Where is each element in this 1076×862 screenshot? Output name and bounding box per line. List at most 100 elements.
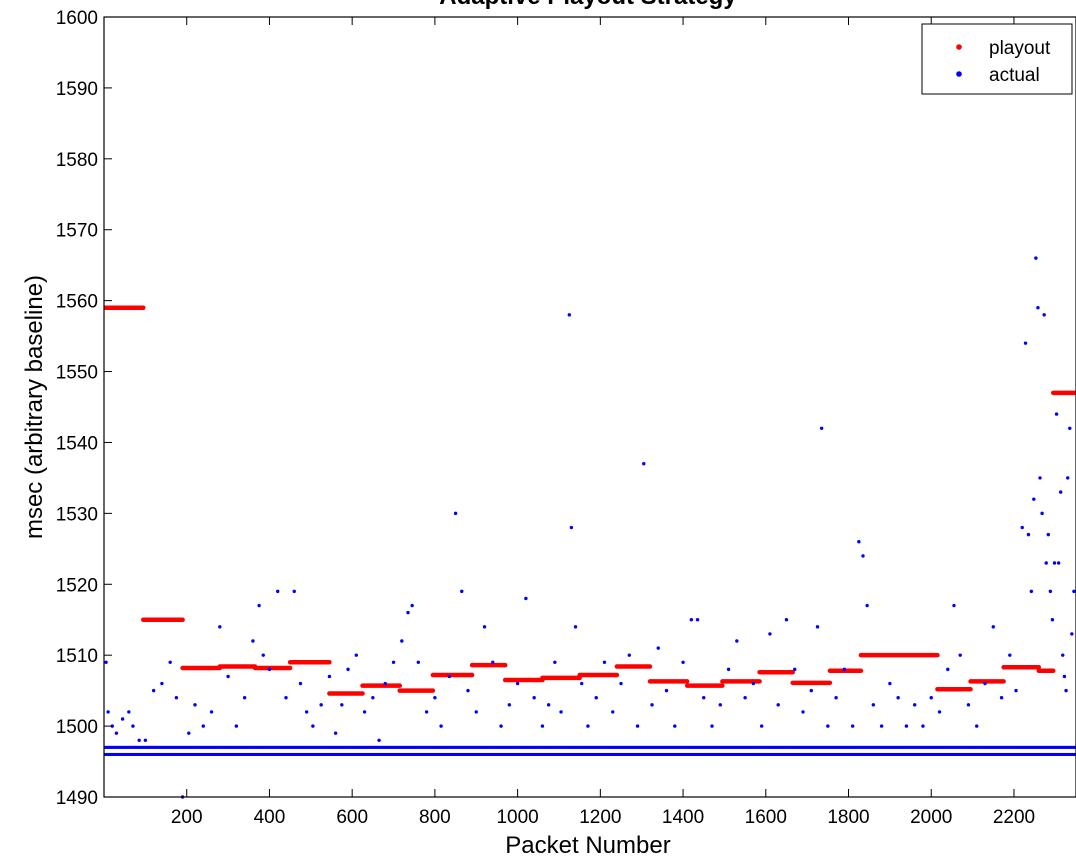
actual-point bbox=[439, 724, 443, 728]
x-tick-label: 600 bbox=[336, 807, 368, 828]
actual-point bbox=[143, 738, 148, 742]
y-tick-label: 1510 bbox=[56, 646, 98, 667]
actual-point bbox=[759, 724, 764, 728]
actual-point bbox=[499, 724, 503, 728]
actual-point bbox=[1072, 589, 1076, 594]
actual-point bbox=[354, 653, 359, 657]
y-tick-label: 1540 bbox=[56, 433, 98, 454]
actual-point bbox=[946, 667, 950, 672]
actual-point bbox=[912, 703, 917, 707]
actual-point bbox=[292, 589, 296, 594]
y-tick-label: 1580 bbox=[56, 150, 98, 171]
actual-point bbox=[1056, 561, 1061, 565]
actual-point bbox=[702, 696, 706, 700]
legend-label-actual: actual bbox=[989, 65, 1040, 86]
actual-point bbox=[383, 681, 387, 686]
actual-point bbox=[460, 589, 464, 594]
actual-point bbox=[114, 731, 119, 735]
actual-point bbox=[515, 681, 520, 686]
actual-point bbox=[406, 610, 410, 615]
actual-point bbox=[650, 703, 654, 707]
actual-point bbox=[1042, 313, 1046, 317]
actual-point bbox=[573, 625, 578, 629]
actual-point bbox=[1032, 497, 1036, 501]
actual-point bbox=[491, 660, 495, 664]
actual-point bbox=[1020, 525, 1024, 530]
actual-point bbox=[1023, 341, 1028, 345]
actual-point bbox=[586, 724, 590, 728]
actual-point bbox=[540, 724, 545, 728]
actual-point bbox=[1050, 618, 1055, 622]
actual-point bbox=[793, 667, 797, 672]
actual-point bbox=[991, 625, 995, 629]
actual-point bbox=[346, 667, 350, 672]
playout-series bbox=[104, 305, 1076, 696]
actual-point bbox=[234, 724, 239, 728]
x-axis: 200 400 600 800 1000 1200 1400 1600 1800 2000 2200 bbox=[171, 17, 1035, 828]
actual-point bbox=[635, 724, 640, 728]
actual-point bbox=[174, 696, 179, 700]
actual-point bbox=[391, 660, 396, 664]
y-tick-label: 1590 bbox=[56, 79, 98, 100]
y-tick-label: 1600 bbox=[56, 8, 98, 29]
actual-point bbox=[131, 724, 135, 728]
actual-point bbox=[416, 660, 421, 664]
actual-point bbox=[226, 674, 230, 679]
actual-point bbox=[1054, 412, 1059, 416]
actual-point bbox=[809, 688, 813, 693]
actual-point bbox=[743, 696, 747, 700]
actual-point bbox=[261, 653, 265, 657]
actual-point bbox=[137, 738, 141, 742]
actual-point bbox=[1046, 532, 1050, 537]
actual-point bbox=[958, 653, 962, 657]
actual-point bbox=[888, 681, 892, 686]
actual-point bbox=[524, 596, 528, 601]
actual-point bbox=[340, 703, 344, 707]
actual-point bbox=[276, 589, 280, 594]
actual-point bbox=[718, 703, 722, 707]
actual-point bbox=[151, 688, 156, 693]
actual-point bbox=[104, 660, 108, 664]
x-tick-label: 2000 bbox=[910, 807, 952, 828]
actual-point bbox=[319, 703, 323, 707]
actual-point bbox=[1036, 306, 1040, 310]
actual-point bbox=[664, 688, 669, 693]
y-tick-label: 1490 bbox=[56, 788, 98, 809]
actual-point bbox=[819, 426, 824, 430]
actual-point bbox=[627, 653, 631, 657]
actual-point bbox=[594, 696, 598, 700]
actual-point bbox=[1044, 561, 1048, 565]
y-tick-label: 1520 bbox=[56, 575, 98, 596]
actual-point bbox=[466, 688, 470, 693]
actual-point bbox=[284, 696, 288, 700]
actual-point bbox=[193, 703, 197, 707]
actual-point bbox=[447, 674, 452, 679]
actual-point bbox=[861, 554, 865, 558]
actual-point bbox=[975, 724, 979, 728]
actual-point bbox=[333, 731, 338, 735]
actual-point bbox=[433, 696, 437, 700]
actual-point bbox=[1058, 490, 1063, 494]
actual-point bbox=[726, 667, 731, 672]
legend-marker-actual bbox=[956, 71, 962, 77]
x-axis-title: Packet Number bbox=[505, 832, 670, 859]
x-tick-label: 1000 bbox=[496, 807, 538, 828]
actual-point bbox=[735, 639, 739, 643]
actual-point bbox=[160, 681, 164, 686]
actual-point bbox=[532, 696, 536, 700]
legend-box bbox=[921, 23, 1073, 95]
actual-point bbox=[546, 703, 551, 707]
y-axis-title: msec (arbitrary baseline) bbox=[21, 275, 48, 539]
actual-point bbox=[257, 603, 261, 608]
actual-point bbox=[768, 632, 772, 636]
x-tick-label: 1200 bbox=[579, 807, 621, 828]
actual-point bbox=[801, 710, 805, 714]
x-tick-label: 1600 bbox=[745, 807, 787, 828]
plot-area-frame bbox=[103, 16, 1076, 798]
y-tick-label: 1550 bbox=[56, 363, 98, 384]
actual-point bbox=[1070, 632, 1074, 636]
actual-point bbox=[474, 710, 478, 714]
actual-point bbox=[1014, 688, 1018, 693]
actual-point bbox=[580, 681, 584, 686]
actual-point bbox=[110, 724, 114, 728]
